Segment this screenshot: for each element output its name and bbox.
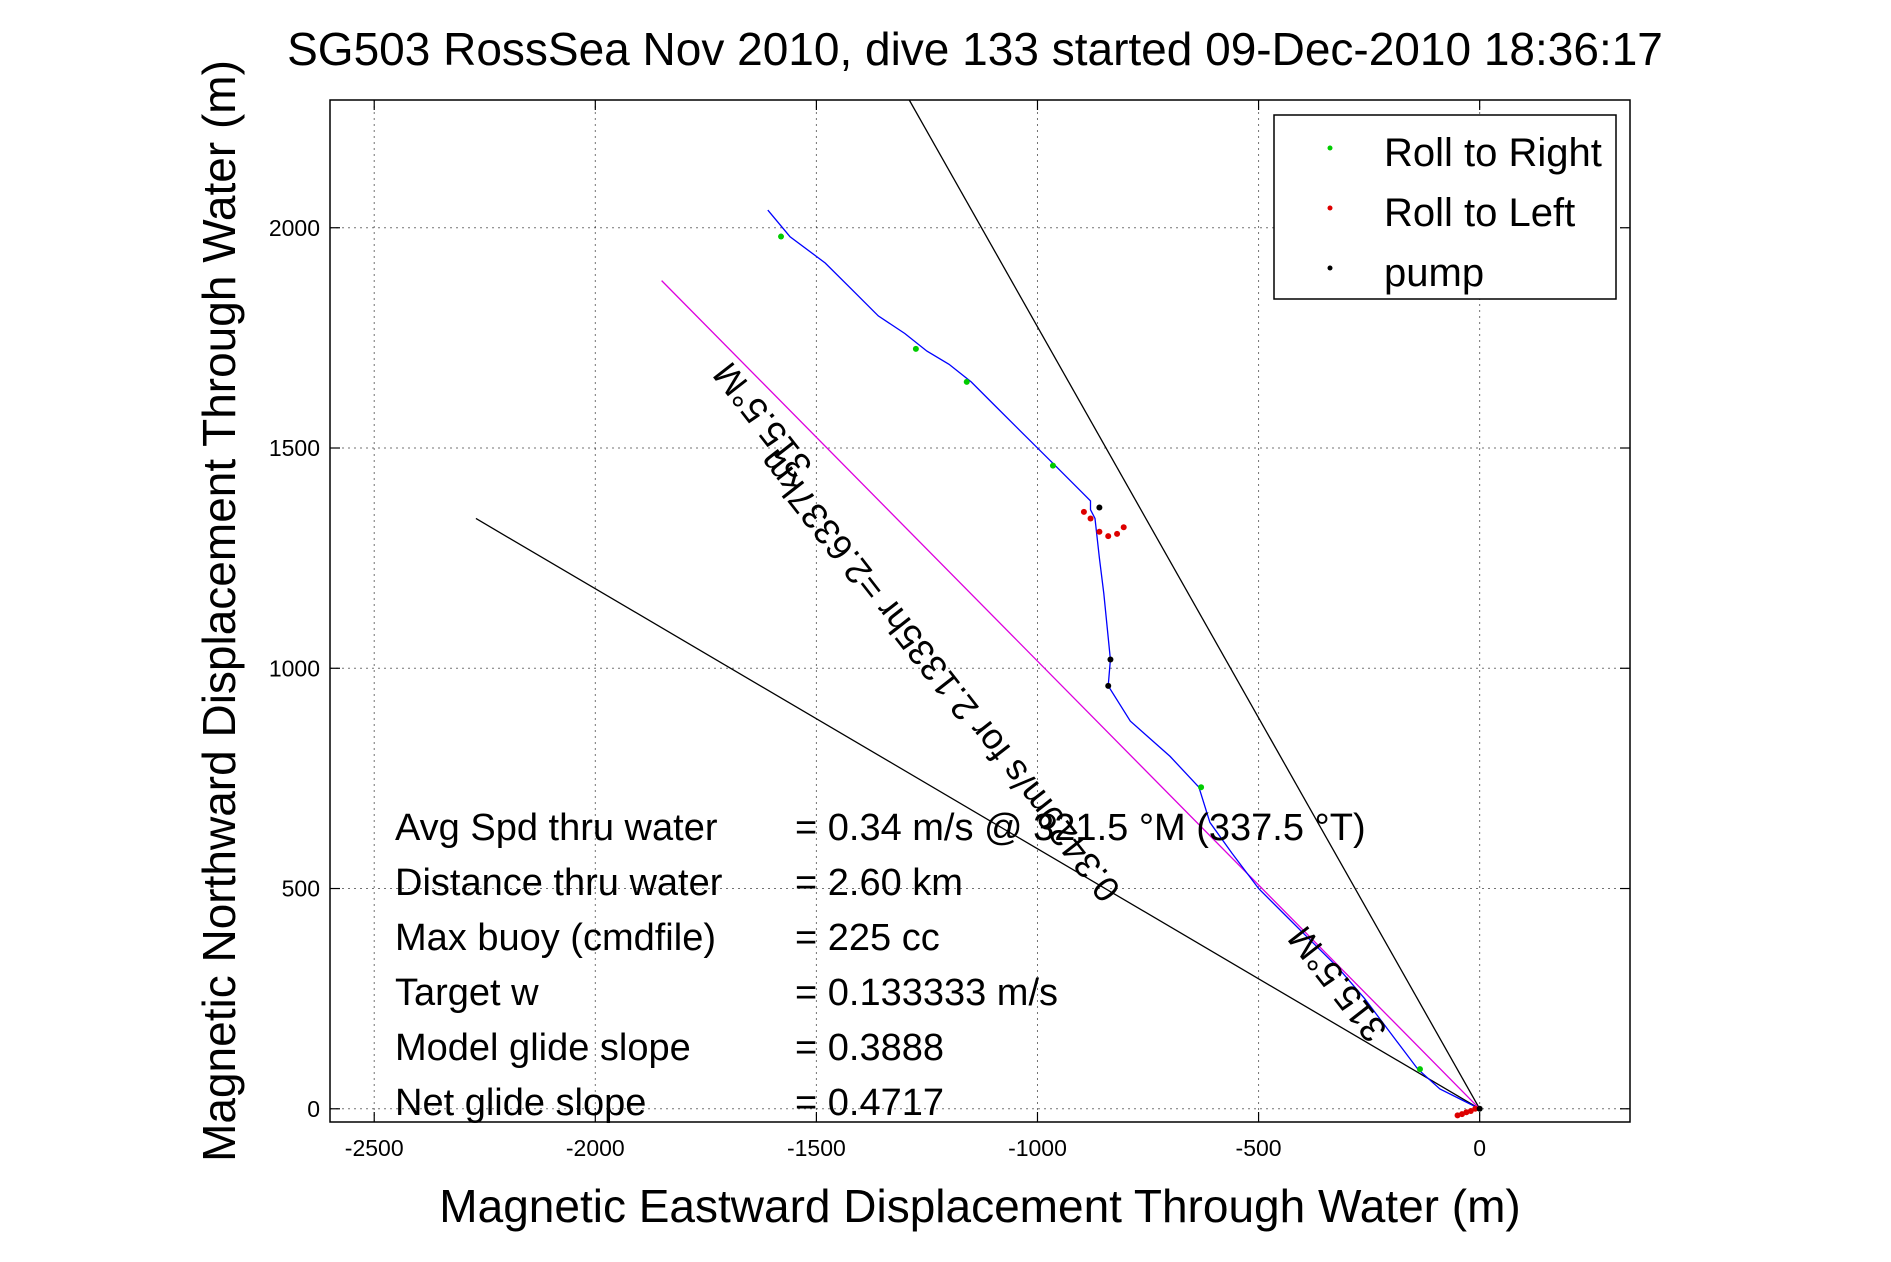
x-tick-label: -500 [1236, 1135, 1282, 1161]
x-tick-label: -2000 [566, 1135, 625, 1161]
x-tick-label: -1500 [787, 1135, 846, 1161]
pump-point [1107, 656, 1114, 663]
roll-left-point [1467, 1107, 1474, 1114]
roll-left-point [1114, 530, 1121, 537]
stats-block: Avg Spd thru water = 0.34 m/s @ 321.5 °M … [395, 807, 1366, 1124]
reference-lines [475, 99, 1481, 1110]
y-axis-label: Magnetic Northward Displacement Through … [193, 60, 245, 1162]
reference-line [661, 280, 1481, 1110]
pump-point [1105, 682, 1112, 689]
y-tick-label: 0 [307, 1096, 320, 1122]
stat-label: Max buoy (cmdfile) [395, 917, 716, 959]
stat-label: Target w [395, 972, 539, 1014]
stat-label: Distance thru water [395, 862, 723, 904]
legend-label: Roll to Left [1384, 191, 1575, 235]
roll-right-point [1049, 462, 1056, 469]
legend-marker [1327, 145, 1333, 151]
reference-line [475, 517, 1480, 1110]
track-layer [767, 209, 1480, 1110]
grid-layer [330, 100, 1630, 1122]
stat-value: = 2.60 km [795, 862, 963, 904]
legend: Roll to Right Roll to Left pump [1273, 114, 1617, 300]
roll-left-point [1120, 524, 1127, 531]
stat-label: Avg Spd thru water [395, 807, 718, 849]
legend-label: pump [1384, 251, 1484, 295]
pump-point [1096, 504, 1103, 511]
roll-left-point [1096, 528, 1103, 535]
y-tick-label: 500 [282, 876, 320, 902]
stat-label: Model glide slope [395, 1027, 691, 1069]
x-tick-label: -1000 [1008, 1135, 1067, 1161]
x-tick-label: 0 [1473, 1135, 1486, 1161]
roll-right-point [963, 378, 970, 385]
roll-left-point [1087, 515, 1094, 522]
axis-layer: -2500 -2000 -1500 -1000 -500 0 0 500 1000 1500 200… [269, 100, 1630, 1161]
points-layer [778, 233, 1483, 1119]
roll-right-point [1198, 784, 1205, 791]
chart-title: SG503 RossSea Nov 2010, dive 133 started… [287, 23, 1663, 75]
roll-right-point [912, 345, 919, 352]
roll-left-point [1105, 533, 1112, 540]
roll-right-point [1416, 1066, 1423, 1073]
x-axis-label: Magnetic Eastward Displacement Through W… [439, 1180, 1520, 1232]
stat-label: Net glide slope [395, 1082, 646, 1124]
stat-value: = 0.133333 m/s [795, 972, 1058, 1014]
y-tick-label: 2000 [269, 215, 320, 241]
pump-point [1476, 1105, 1483, 1112]
x-tick-label: -2500 [345, 1135, 404, 1161]
track-line [767, 209, 1480, 1110]
stat-value: = 0.34 m/s @ 321.5 °M (337.5 °T) [795, 807, 1366, 849]
legend-label: Roll to Right [1384, 131, 1602, 175]
legend-marker [1327, 205, 1333, 211]
roll-right-point [778, 233, 785, 240]
stat-value: = 225 cc [795, 917, 940, 959]
stat-value: = 0.4717 [795, 1082, 944, 1124]
stat-value: = 0.3888 [795, 1027, 944, 1069]
reference-line [908, 99, 1481, 1110]
roll-left-point [1080, 508, 1087, 515]
roll-left-point [1472, 1105, 1479, 1112]
legend-items: Roll to Right Roll to Left pump [1327, 131, 1602, 295]
legend-marker [1327, 265, 1333, 271]
y-tick-label: 1000 [269, 655, 320, 681]
y-tick-label: 1500 [269, 435, 320, 461]
